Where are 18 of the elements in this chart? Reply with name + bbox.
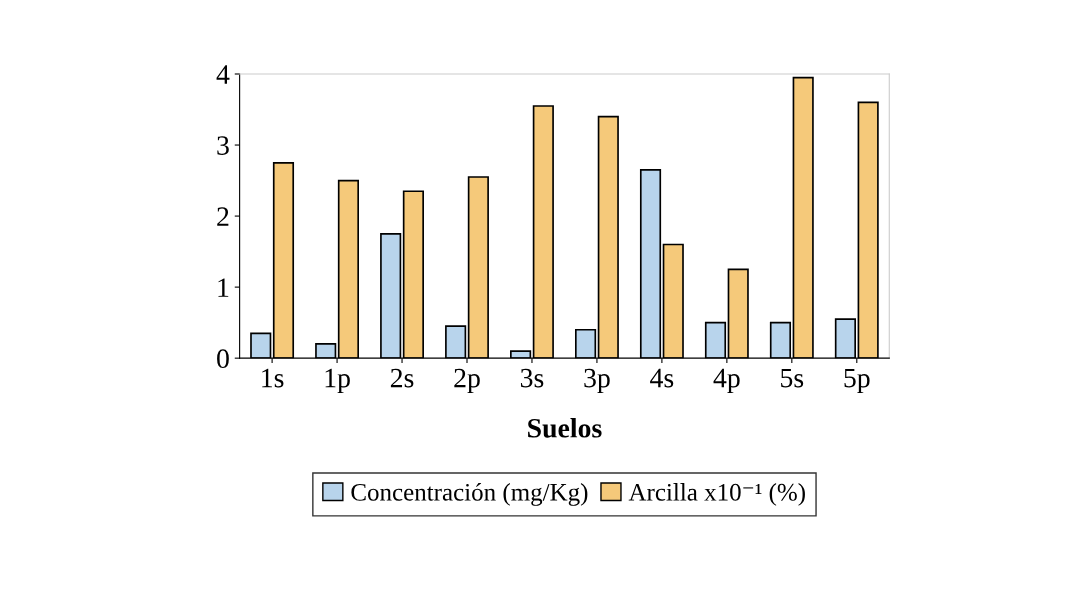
x-tick-label: 3p <box>584 368 610 394</box>
x-tick-label: 3s <box>520 368 544 388</box>
x-tick-label: 2p <box>454 368 480 394</box>
y-tick-label: 4 <box>216 65 230 84</box>
y-tick-label: 3 <box>217 136 229 155</box>
y-tick-label: 1 <box>218 278 229 297</box>
y-tick-label: 2 <box>217 207 229 226</box>
y-tick-label: 0 <box>217 349 229 369</box>
legend-label: Arcilla x10⁻¹ (%) <box>628 483 805 506</box>
x-tick-label: 4p <box>713 368 740 394</box>
x-axis-title: Suelos <box>528 418 602 438</box>
x-tick-label: 5p <box>844 368 870 394</box>
x-tick-label: 1p <box>325 368 350 394</box>
x-tick-label: 1s <box>262 368 284 388</box>
x-tick-label: 2s <box>390 368 414 388</box>
legend-label: Concentración (mg/Kg) <box>351 483 588 506</box>
x-tick-label: 4s <box>650 368 674 388</box>
x-tick-label: 5s <box>781 368 804 388</box>
